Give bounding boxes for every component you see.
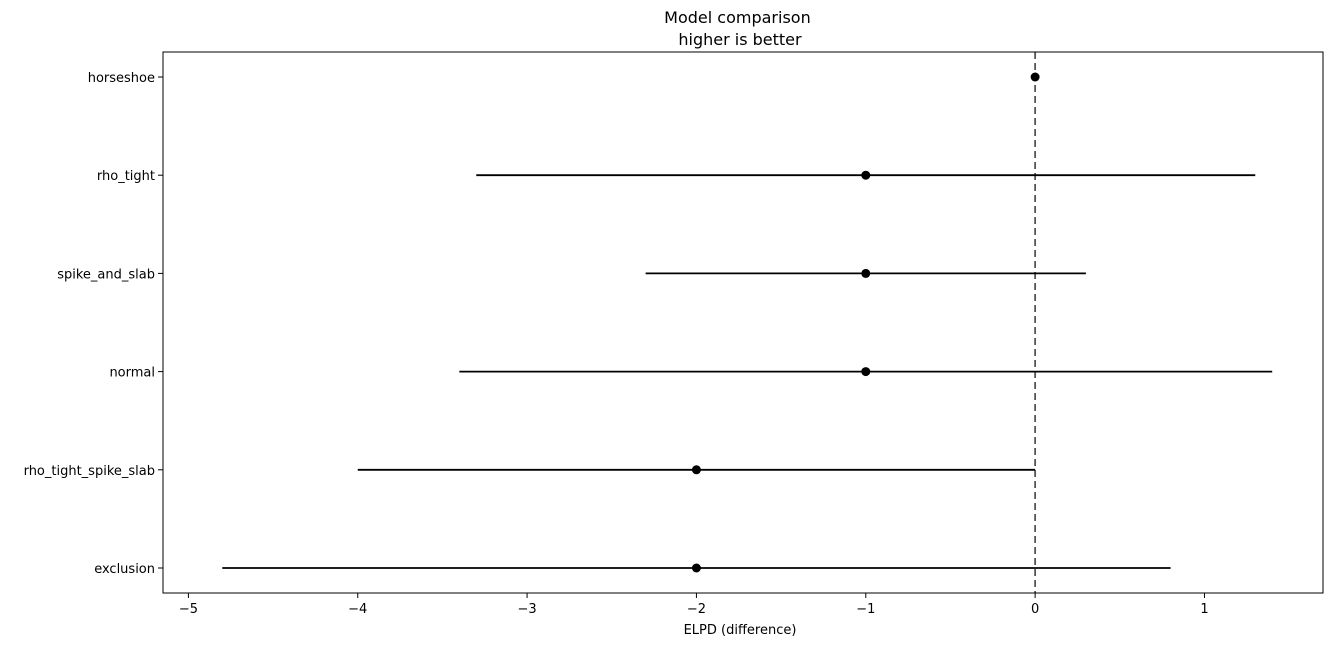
x-tick-label: −5 xyxy=(179,602,198,617)
x-tick-label: −3 xyxy=(518,602,537,617)
y-tick-label: spike_and_slab xyxy=(57,267,155,282)
point-horseshoe xyxy=(1030,72,1040,82)
y-tick-label: normal xyxy=(109,366,155,381)
chart-title: Model comparison higher is better xyxy=(664,8,816,49)
x-tick-label: −1 xyxy=(856,602,875,617)
plot-area xyxy=(222,52,1273,593)
plot-frame xyxy=(162,51,1324,594)
y-tick-label: horseshoe xyxy=(88,71,155,86)
x-tick-label: 1 xyxy=(1200,602,1208,617)
x-tick-label: 0 xyxy=(1031,602,1039,617)
y-tick-label: exclusion xyxy=(94,562,155,577)
chart-title-line-2: higher is better xyxy=(678,30,802,49)
x-axis-label: ELPD (difference) xyxy=(684,623,797,638)
x-tick-label: −4 xyxy=(348,602,367,617)
point-exclusion xyxy=(691,563,701,573)
point-normal xyxy=(861,367,871,377)
chart-title-line-1: Model comparison xyxy=(664,8,811,27)
point-spike-and-slab xyxy=(861,268,871,278)
x-tick-label: −2 xyxy=(687,602,706,617)
y-tick-label: rho_tight_spike_slab xyxy=(24,464,155,479)
y-tick-label: rho_tight xyxy=(97,169,155,184)
point-rho-tight-spike-slab xyxy=(691,465,701,475)
point-rho-tight xyxy=(861,170,871,180)
